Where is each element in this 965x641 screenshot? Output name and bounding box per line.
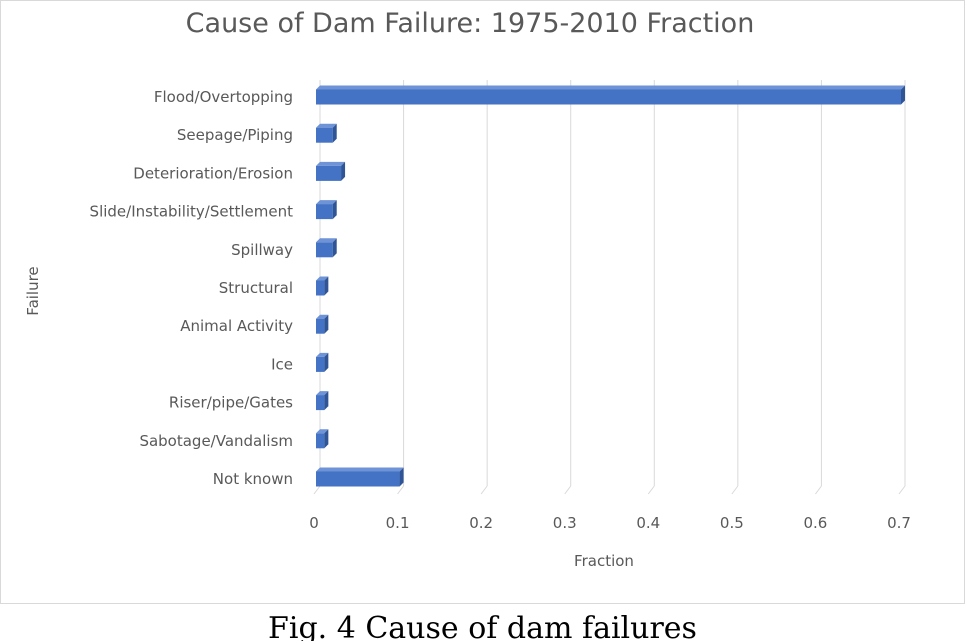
- bar-top-face: [316, 391, 329, 396]
- bar-front-face: [316, 242, 333, 258]
- category-label: Seepage/Piping: [177, 126, 293, 144]
- bar-side-face: [332, 200, 337, 220]
- x-tick-label: 0.5: [720, 514, 744, 532]
- gridline-floor: [397, 485, 404, 495]
- bar: [316, 352, 329, 372]
- gridline-floor: [815, 485, 822, 495]
- x-tick-labels: 0 0.1 0.2 0.3 0.4 0.5 0.6 0.7: [309, 514, 911, 532]
- category-label: Ice: [271, 355, 293, 373]
- x-tick-label: 0.7: [887, 514, 911, 532]
- gridline-floor: [313, 485, 321, 495]
- x-tick-label: 0.3: [553, 514, 577, 532]
- gridline-floor: [647, 485, 655, 495]
- x-axis-title: Fraction: [574, 552, 634, 570]
- category-label: Riser/pipe/Gates: [169, 394, 293, 412]
- bar-side-face: [324, 391, 329, 411]
- bar-top-face: [316, 123, 337, 128]
- x-tick-label: 0.4: [636, 514, 660, 532]
- bar-front-face: [316, 433, 325, 449]
- bar-side-face: [332, 123, 337, 143]
- gridline-floor: [731, 485, 739, 495]
- bar-top-face: [316, 161, 346, 166]
- category-label: Spillway: [231, 241, 293, 259]
- bar-front-face: [316, 356, 325, 372]
- chart-frame: Cause of Dam Failure: 1975-2010 Fraction…: [0, 0, 965, 604]
- bar-side-face: [324, 352, 329, 372]
- x-tick-label: 0.1: [386, 514, 410, 532]
- bars: [316, 85, 905, 487]
- bar-top-face: [316, 429, 329, 434]
- bar-front-face: [316, 204, 333, 220]
- bar-front-face: [316, 127, 333, 143]
- bar: [316, 85, 905, 105]
- bar: [316, 429, 329, 449]
- bar-chart: Cause of Dam Failure: 1975-2010 Fraction…: [0, 0, 965, 604]
- bar: [316, 200, 337, 220]
- bar-side-face: [341, 161, 346, 181]
- category-label: Animal Activity: [180, 317, 293, 335]
- bar: [316, 391, 329, 411]
- bar-side-face: [332, 238, 337, 258]
- bar-front-face: [316, 318, 325, 334]
- category-label: Flood/Overtopping: [154, 88, 293, 106]
- bar-front-face: [316, 165, 342, 181]
- bar-side-face: [324, 429, 329, 449]
- bar-top-face: [316, 314, 329, 319]
- category-label: Not known: [213, 470, 293, 488]
- y-axis-title: Failure: [24, 266, 42, 315]
- gridline-floor: [898, 485, 906, 495]
- gridline-floor: [480, 485, 488, 495]
- x-tick-label: 0.2: [469, 514, 493, 532]
- category-label: Deterioration/Erosion: [133, 164, 293, 182]
- chart-title: Cause of Dam Failure: 1975-2010 Fraction: [186, 8, 755, 39]
- x-tick-label: 0.6: [803, 514, 827, 532]
- category-label: Slide/Instability/Settlement: [90, 203, 294, 221]
- figure-caption: Fig. 4 Cause of dam failures: [268, 611, 697, 641]
- x-tick-label: 0: [309, 514, 319, 532]
- gridlines: [313, 80, 906, 495]
- bar: [316, 276, 329, 296]
- bar-front-face: [316, 280, 325, 296]
- gridline-floor: [564, 485, 572, 495]
- bar-top-face: [316, 85, 905, 90]
- bar-front-face: [316, 89, 901, 105]
- category-label: Sabotage/Vandalism: [139, 432, 293, 450]
- bar-front-face: [316, 395, 325, 411]
- bar-top-face: [316, 467, 404, 472]
- bar: [316, 123, 337, 143]
- category-label: Structural: [219, 279, 293, 297]
- bar-top-face: [316, 352, 329, 357]
- bar-side-face: [324, 276, 329, 296]
- bar-top-face: [316, 200, 337, 205]
- bar: [316, 467, 404, 487]
- bar-front-face: [316, 471, 400, 487]
- bar-side-face: [901, 85, 905, 105]
- bar-side-face: [399, 467, 404, 487]
- category-labels: Flood/Overtopping Seepage/Piping Deteriora…: [90, 88, 294, 488]
- bar: [316, 314, 329, 334]
- bar-side-face: [324, 314, 329, 334]
- bar: [316, 238, 337, 258]
- bar-top-face: [316, 276, 329, 281]
- bar-top-face: [316, 238, 337, 243]
- bar: [316, 161, 346, 181]
